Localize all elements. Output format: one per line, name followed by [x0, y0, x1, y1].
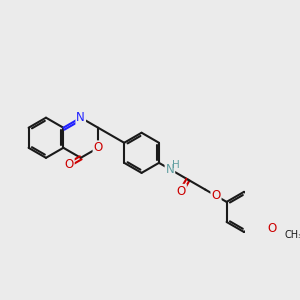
- Text: O: O: [177, 185, 186, 198]
- Text: H: H: [172, 160, 180, 170]
- Text: N: N: [166, 163, 174, 176]
- Text: O: O: [267, 222, 277, 235]
- Text: O: O: [94, 141, 103, 154]
- Text: O: O: [64, 158, 74, 171]
- Text: N: N: [76, 111, 85, 124]
- Text: CH₃: CH₃: [284, 230, 300, 240]
- Text: O: O: [212, 189, 220, 202]
